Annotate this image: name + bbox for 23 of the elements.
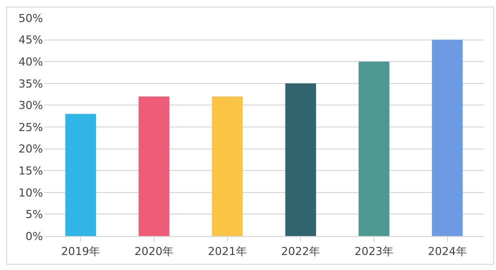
y-tick-label: 45% [18, 34, 43, 47]
bar [358, 62, 390, 236]
y-tick-label: 40% [18, 55, 43, 68]
y-tick-label: 30% [18, 99, 43, 112]
y-tick-label: 5% [26, 208, 43, 222]
bar [138, 96, 170, 236]
bar [212, 96, 243, 236]
y-tick-label: 50% [18, 12, 43, 25]
y-tick-label: 15% [18, 164, 43, 178]
y-tick-label: 10% [18, 186, 43, 200]
y-tick-label: 20% [18, 142, 43, 156]
x-tick-label: 2020年 [134, 245, 174, 258]
y-tick-label: 35% [18, 77, 43, 90]
x-tick-label: 2023年 [354, 245, 394, 258]
x-tick-label: 2024年 [428, 245, 467, 258]
x-tick-label: 2019年 [61, 245, 100, 258]
x-tick-label: 2022年 [281, 245, 320, 258]
bar [65, 114, 96, 236]
x-tick-label: 2021年 [208, 245, 247, 258]
y-tick-label: 0% [26, 230, 43, 243]
bar [285, 83, 316, 236]
y-tick-label: 25% [18, 120, 43, 134]
bar [432, 40, 463, 236]
